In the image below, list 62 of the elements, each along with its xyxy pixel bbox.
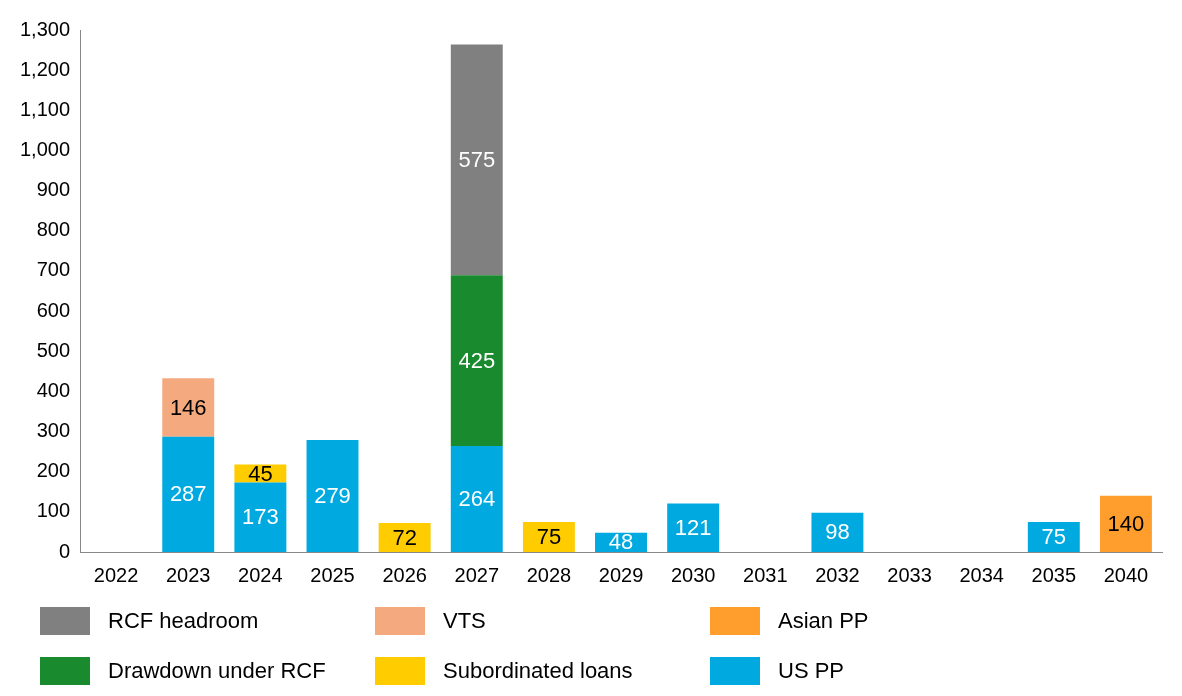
bar [1099, 495, 1152, 552]
x-tick-label: 2026 [382, 563, 427, 586]
legend-label: VTS [443, 608, 486, 634]
legend-label: Asian PP [778, 608, 869, 634]
bar [450, 445, 503, 552]
x-tick-label: 2034 [959, 563, 1004, 586]
data-label: 75 [536, 524, 562, 549]
y-tick-label: 300 [36, 419, 71, 442]
y-tick-label: 500 [36, 338, 71, 361]
legend-label: RCF headroom [108, 608, 259, 634]
x-tick-label: 2040 [1103, 563, 1149, 586]
bar [450, 44, 503, 276]
bar [522, 521, 575, 552]
data-label: 72 [392, 524, 417, 550]
x-tick-label: 2027 [454, 563, 500, 586]
x-tick-label: 2023 [165, 563, 211, 586]
data-label: 279 [314, 483, 351, 509]
x-tick-label: 2028 [526, 563, 572, 586]
y-tick-label: 800 [36, 218, 71, 241]
bar [378, 523, 431, 552]
y-tick-label: 0 [58, 539, 71, 562]
data-label: 264 [458, 486, 496, 512]
data-label: 98 [825, 519, 850, 545]
legend-label: Drawdown under RCF [108, 658, 326, 684]
x-tick-label: 2029 [598, 563, 644, 586]
y-tick-label: 100 [36, 499, 71, 522]
x-tick-label: 2033 [887, 563, 932, 586]
legend-label: US PP [778, 658, 845, 684]
data-label: 287 [169, 481, 207, 507]
bar [450, 275, 503, 446]
data-label: 173 [242, 504, 279, 530]
y-tick-label: 1,200 [19, 57, 71, 80]
data-label: 425 [458, 347, 496, 373]
data-label: 575 [458, 146, 496, 172]
data-label: 140 [1107, 510, 1145, 536]
data-label: 75 [1041, 524, 1067, 549]
data-label: 121 [674, 514, 712, 540]
data-label: 45 [248, 460, 273, 486]
bar [1027, 521, 1080, 552]
x-tick-label: 2022 [93, 563, 139, 586]
bar [162, 436, 215, 552]
y-tick-label: 700 [36, 258, 71, 281]
x-tick-label: 2031 [743, 563, 788, 586]
bar [306, 439, 359, 552]
bar [667, 503, 720, 552]
bar [234, 482, 287, 552]
y-tick-label: 1,300 [19, 17, 71, 40]
data-label: 48 [608, 529, 634, 555]
legend-label: Subordinated loans [443, 658, 633, 684]
y-tick-label: 900 [36, 178, 71, 201]
y-tick-label: 1,100 [19, 97, 71, 120]
y-tick-label: 400 [36, 378, 71, 401]
x-tick-label: 2024 [238, 563, 283, 586]
data-label: 146 [169, 394, 207, 420]
y-tick-label: 200 [36, 459, 71, 482]
y-tick-label: 600 [36, 298, 71, 321]
y-tick-label: 1,000 [19, 137, 71, 160]
x-tick-label: 2035 [1031, 563, 1077, 586]
x-tick-label: 2032 [815, 563, 860, 586]
x-tick-label: 2030 [670, 563, 716, 586]
x-tick-label: 2025 [310, 563, 355, 586]
bar [162, 378, 215, 437]
